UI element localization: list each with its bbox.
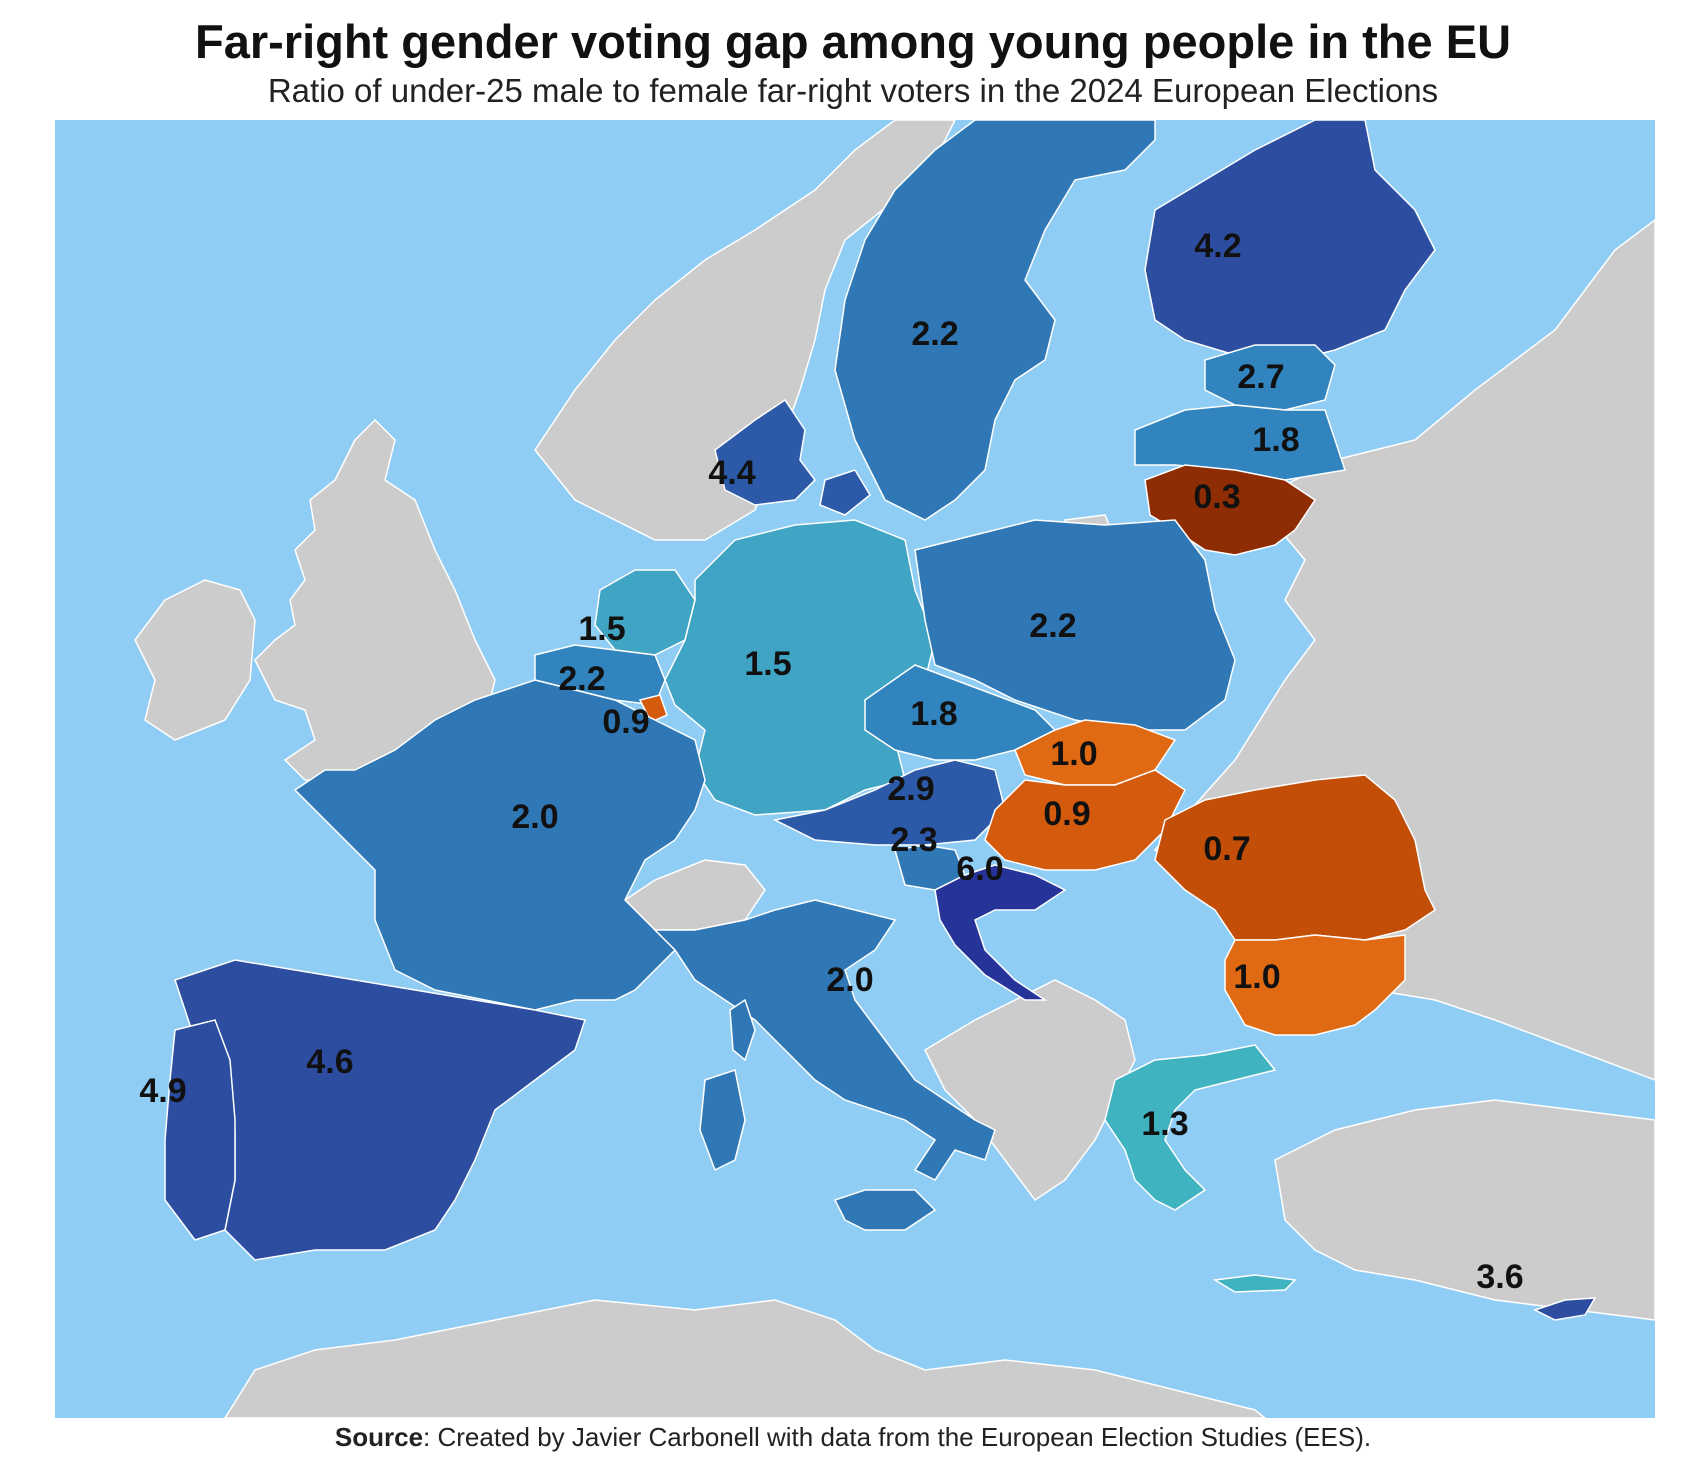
value-label-bulgaria: 1.0	[1233, 958, 1280, 996]
value-label-france: 2.0	[511, 798, 558, 836]
country-denmark-islands[interactable]	[819, 469, 871, 516]
value-label-germany: 1.5	[744, 645, 791, 683]
uk-land	[254, 418, 496, 781]
country-greece[interactable]	[1104, 1044, 1277, 1211]
value-label-romania: 0.7	[1203, 830, 1250, 868]
value-label-estonia: 2.7	[1237, 358, 1284, 396]
value-label-greece: 1.3	[1141, 1105, 1188, 1143]
value-label-cyprus: 3.6	[1476, 1258, 1523, 1296]
country-austria[interactable]	[772, 759, 1006, 846]
value-label-luxembourg: 0.9	[602, 703, 649, 741]
country-italy[interactable]	[653, 899, 996, 1181]
north-africa-land	[224, 1299, 1267, 1418]
value-label-poland: 2.2	[1029, 607, 1076, 645]
country-denmark[interactable]	[714, 398, 816, 506]
turkey-land	[1274, 1099, 1655, 1321]
value-label-slovakia: 1.0	[1050, 735, 1097, 773]
value-label-austria: 2.9	[887, 770, 934, 808]
value-label-croatia: 6.0	[956, 850, 1003, 888]
country-poland[interactable]	[914, 519, 1236, 731]
value-label-lithuania: 0.3	[1193, 478, 1240, 516]
value-label-denmark: 4.4	[708, 454, 755, 492]
country-estonia[interactable]	[1204, 344, 1336, 411]
value-label-latvia: 1.8	[1252, 421, 1299, 459]
country-italy-sicily[interactable]	[833, 1189, 937, 1231]
value-label-portugal: 4.9	[139, 1072, 186, 1110]
country-greece-crete[interactable]	[1212, 1274, 1297, 1293]
country-italy-sardinia[interactable]	[699, 1069, 746, 1172]
country-portugal[interactable]	[164, 1019, 236, 1241]
country-romania[interactable]	[1154, 774, 1436, 941]
value-label-czechia: 1.8	[910, 695, 957, 733]
value-labels: 4.2 2.2 2.7 1.8 0.3 4.4 1.5 1.5 2.2 2.2 …	[139, 227, 1523, 1296]
value-label-belgium: 2.2	[558, 660, 605, 698]
europe-map: 4.2 2.2 2.7 1.8 0.3 4.4 1.5 1.5 2.2 2.2 …	[55, 120, 1655, 1418]
country-sweden[interactable]	[834, 120, 1156, 521]
country-france-corsica[interactable]	[729, 998, 756, 1062]
value-label-sweden: 2.2	[911, 315, 958, 353]
ireland-land	[134, 579, 256, 741]
country-luxembourg[interactable]	[638, 694, 668, 723]
map-title: Far-right gender voting gap among young …	[194, 15, 1512, 68]
country-finland[interactable]	[1144, 120, 1436, 361]
source-label: Source	[334, 1422, 424, 1452]
map-subtitle: Ratio of under-25 male to female far-rig…	[267, 72, 1439, 109]
value-label-hungary: 0.9	[1043, 795, 1090, 833]
country-latvia[interactable]	[1134, 404, 1346, 481]
value-label-slovenia: 2.3	[890, 821, 937, 859]
value-label-spain: 4.6	[306, 1043, 353, 1081]
country-slovakia[interactable]	[1014, 719, 1177, 786]
country-croatia[interactable]	[934, 864, 1067, 1001]
value-label-netherlands: 1.5	[578, 610, 625, 648]
source-text: : Created by Javier Carbonell with data …	[423, 1422, 1372, 1452]
eu-countries	[164, 120, 1597, 1321]
country-bulgaria[interactable]	[1224, 934, 1406, 1036]
value-label-finland: 4.2	[1194, 227, 1241, 265]
country-cyprus[interactable]	[1533, 1297, 1597, 1321]
value-label-italy: 2.0	[826, 961, 873, 999]
source-note: Source: Created by Javier Carbonell with…	[0, 1422, 1706, 1453]
